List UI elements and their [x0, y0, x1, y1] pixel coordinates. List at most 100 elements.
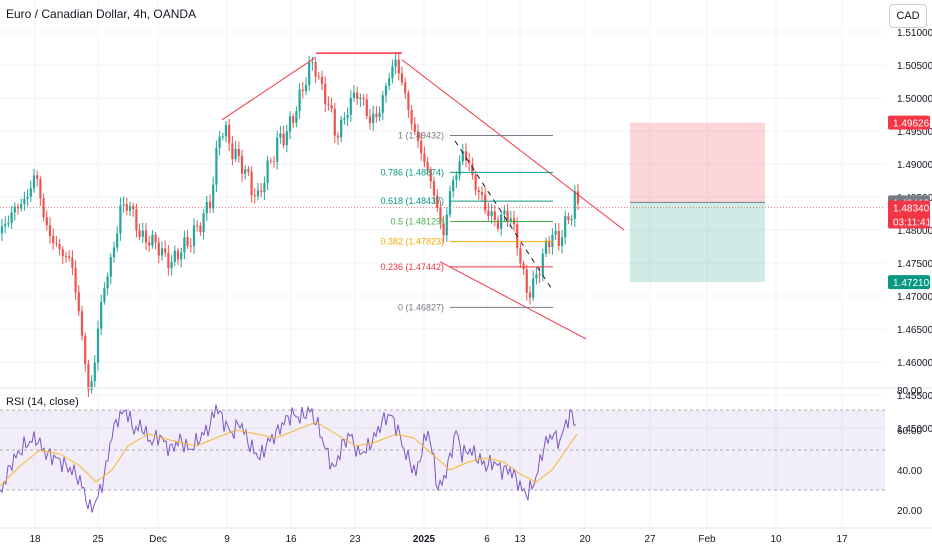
candle-body	[32, 175, 36, 189]
candle-body	[71, 257, 74, 268]
last-price-badge-bg	[888, 200, 930, 229]
candle-body	[106, 276, 109, 289]
candle-body	[176, 250, 180, 260]
candle-body	[506, 210, 509, 222]
fib-level-label: 0 (1.46827)	[398, 302, 444, 312]
price-axis-tick: 1.47500	[897, 259, 932, 270]
candle-body	[320, 77, 324, 84]
price-axis-tick: 1.46500	[897, 325, 932, 336]
candle-body	[295, 111, 298, 123]
candle-body	[112, 247, 116, 258]
candle-body	[61, 249, 64, 257]
candle-body	[157, 242, 160, 256]
candle-body	[528, 292, 532, 298]
candle-body	[173, 250, 176, 262]
candle-body	[240, 155, 244, 174]
candle-body	[90, 381, 93, 390]
candle-body	[266, 160, 269, 184]
candle-body	[183, 237, 186, 253]
rsi-axis-tick: 20.00	[897, 506, 922, 517]
candle-body	[192, 225, 196, 247]
candle-body	[256, 190, 260, 197]
fib-level-label: 0.236 (1.47442)	[380, 262, 444, 272]
time-axis-tick: 25	[92, 534, 104, 545]
candle-body	[544, 240, 548, 254]
candle-body	[340, 119, 343, 138]
candle-body	[560, 237, 564, 246]
candle-body	[557, 230, 560, 246]
candle-body	[407, 92, 410, 111]
take-profit-zone	[630, 202, 765, 283]
candle-body	[464, 151, 468, 161]
candle-body	[288, 116, 292, 132]
candle-body	[276, 137, 279, 162]
currency-button[interactable]: CAD	[889, 4, 927, 28]
target-price-badge-bg	[888, 275, 930, 290]
candle-body	[292, 116, 295, 123]
symbol-title: Euro / Canadian Dollar, 4h, OANDA	[6, 7, 197, 21]
candle-body	[26, 196, 29, 199]
candle-body	[148, 242, 151, 246]
candle-body	[221, 136, 224, 138]
time-axis-tick: 2025	[413, 534, 436, 545]
candle-body	[122, 204, 125, 206]
candle-body	[20, 203, 23, 209]
price-axis-tick: 1.45500	[897, 391, 932, 402]
candle-body	[439, 208, 442, 224]
rsi-band-fill	[0, 410, 885, 490]
candle-body	[144, 230, 148, 243]
candle-body	[567, 216, 570, 221]
candle-body	[167, 252, 170, 269]
candle-body	[244, 169, 247, 174]
fib-level-label: 0.786 (1.48874)	[380, 167, 444, 177]
candle-body	[135, 208, 138, 231]
candle-body	[208, 201, 212, 209]
candle-body	[96, 328, 100, 363]
candle-body	[416, 131, 420, 141]
candle-body	[458, 161, 461, 176]
candle-body	[39, 179, 42, 199]
candle-body	[228, 124, 231, 144]
candle-body	[138, 230, 141, 237]
price-axis-tick: 1.46000	[897, 358, 932, 369]
time-axis-tick: 13	[514, 534, 526, 545]
candle-body	[279, 133, 282, 138]
candle-body	[87, 363, 90, 390]
candle-body	[356, 92, 359, 100]
candle-body	[384, 85, 388, 96]
candle-body	[282, 133, 285, 146]
fib-level-label: 0.5 (1.48129)	[390, 216, 444, 226]
rsi-axis-tick: 80.00	[897, 386, 922, 397]
candle-body	[548, 240, 551, 248]
rsi-indicator-label: RSI (14, close)	[6, 396, 79, 408]
candle-body	[199, 225, 202, 233]
candle-body	[48, 225, 52, 236]
candle-body	[125, 204, 128, 211]
candle-body	[250, 171, 253, 196]
candle-body	[394, 59, 397, 67]
candle-body	[532, 278, 535, 298]
candle-body	[359, 97, 362, 100]
candle-body	[484, 194, 487, 211]
candle-body	[471, 163, 474, 175]
candle-body	[58, 243, 61, 250]
candle-body	[13, 206, 16, 213]
candle-body	[375, 113, 378, 118]
price-axis-tick: 1.48000	[897, 226, 932, 237]
time-axis-tick: 10	[770, 534, 782, 545]
candle-body	[84, 335, 87, 364]
candle-body	[285, 131, 288, 146]
candle-body	[423, 153, 426, 163]
candle-body	[519, 248, 522, 264]
candle-body	[404, 82, 407, 93]
candle-body	[535, 274, 538, 279]
candle-body	[247, 169, 250, 172]
candle-body	[496, 219, 500, 229]
candle-body	[541, 253, 544, 276]
candle-body	[215, 148, 218, 185]
candle-body	[324, 83, 327, 105]
candle-body	[269, 160, 272, 162]
candle-body	[570, 218, 573, 221]
candle-body	[260, 190, 263, 193]
candle-body	[141, 230, 144, 237]
